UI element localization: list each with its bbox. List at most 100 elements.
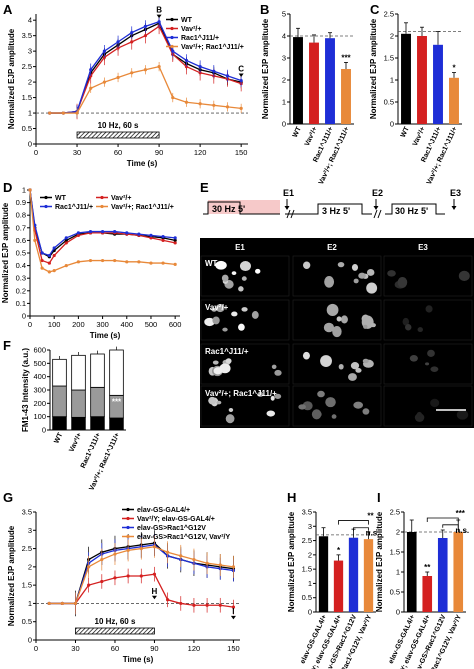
gI-bar-elav-gs-rac1-g12v	[437, 538, 448, 612]
row-label-vav-rac1-j11: Vav²/+; Rac1^J11/+	[205, 389, 277, 398]
gD-point-wt	[173, 238, 177, 242]
gH-bar-elav-gs-rac1-g12v	[348, 537, 359, 612]
gH-ytick-label: 0	[308, 608, 312, 617]
gA-legend-marker	[170, 17, 174, 22]
gA-annotation-B: B	[156, 6, 162, 15]
gA-ytick-label: 3.5	[22, 31, 32, 40]
bouton-spot	[303, 261, 311, 269]
gA-point-rac1-j11	[171, 49, 175, 53]
gG-point-elav-gs-rac1-g12v-vav-y	[126, 548, 130, 553]
gD-legend-marker	[100, 204, 104, 209]
gC-category-label: Vav²/+	[412, 126, 427, 147]
gD-point-vav-rac1-j11	[28, 188, 32, 192]
gA-point-rac1-j11	[116, 40, 120, 44]
bouton-spot	[320, 355, 332, 367]
gB-ytick-label: 5	[282, 10, 286, 19]
gG-legend-marker	[126, 525, 130, 530]
gD-point-vav-rac1-j11	[88, 258, 93, 263]
gA-ytick-label: 4	[28, 16, 32, 25]
gA-point-vav-rac1-j11	[75, 111, 79, 115]
gD-xtick-label: 500	[145, 320, 158, 329]
gF-ytick-label: 100	[33, 412, 46, 421]
gI-ytick-label: 1.5	[390, 548, 400, 557]
bouton-spot	[323, 322, 335, 333]
gG-legend-label: elav-GS-GAL4/+	[137, 507, 190, 514]
gH-significance-2: **	[367, 512, 374, 521]
gG-point-elav-gs-rac1-g12v-vav-y	[218, 563, 222, 567]
gD-xtick-label: 0	[28, 320, 32, 329]
bouton-spot	[255, 268, 261, 274]
gC-bar-wt	[401, 33, 411, 124]
gA-point-vav-rac1-j11	[171, 95, 175, 100]
gA-point-vav-rac1-j11	[184, 100, 189, 104]
gG-legend-marker	[126, 516, 130, 521]
gD-series-line-rac1-j11	[29, 189, 176, 257]
panel-label-c: C	[370, 2, 380, 17]
gA-xtick-label: 120	[194, 148, 207, 157]
column-header-E1: E1	[235, 243, 245, 252]
gB-category-label: WT	[292, 125, 303, 138]
stim-marker-arrowhead	[373, 206, 379, 210]
gC-bar-rac1-j11	[433, 44, 443, 124]
protocol-break-mark	[377, 209, 382, 219]
gD-point-rac1-j11	[113, 229, 117, 234]
gH-bar-vav-y-elav-gs-gal4	[333, 560, 344, 612]
bouton-spot	[213, 367, 223, 375]
stim-marker-arrowhead	[284, 206, 290, 210]
gD-point-vav-rac1-j11	[47, 270, 51, 274]
gI-bracket-ns	[442, 524, 459, 528]
gA-legend-label: WT	[181, 17, 193, 24]
gH-ytick-label: 2.5	[302, 536, 312, 545]
bouton-spot	[231, 311, 238, 317]
gF-bar-rac1-j11-e2	[90, 386, 105, 418]
gD-point-rac1-j11	[52, 246, 56, 250]
gG-point-elav-gs-rac1-g12v-vav-y	[47, 601, 51, 606]
bouton-spot	[430, 398, 440, 408]
gA-legend-label: Vav²/+; Rac1^J11/+	[181, 43, 244, 51]
gC-ytick-label: 2	[390, 32, 394, 41]
bouton-spot	[302, 351, 310, 360]
gC-ytick-label: 1.5	[384, 54, 394, 63]
gB-bar-wt	[293, 37, 303, 124]
bouton-spot	[338, 363, 344, 370]
gC-bar-vav	[417, 36, 427, 124]
gA-point-rac1-j11	[130, 30, 134, 35]
gD-point-vav-rac1-j11	[161, 261, 165, 265]
gA-legend-marker	[170, 44, 174, 49]
gG-xtick-label: 0	[34, 644, 38, 653]
bouton-spot	[231, 271, 237, 276]
gI-bracket	[426, 517, 459, 522]
gF-bar-rac1-j11-e1	[90, 416, 105, 431]
gD-point-rac1-j11	[40, 251, 44, 255]
gD-point-rac1-j11	[173, 236, 177, 240]
bouton-spot	[216, 400, 222, 405]
panel-label-b: B	[260, 2, 269, 17]
bouton-spot	[239, 261, 251, 272]
gF-category-label: Vav²/+	[68, 432, 83, 453]
gG-ytick-label: 2.5	[22, 544, 32, 553]
gG-ytick-label: 3.5	[22, 508, 32, 517]
gA-point-vav-rac1-j11	[225, 105, 230, 109]
bouton-spot	[228, 408, 234, 412]
protocol-break-mark	[290, 209, 295, 219]
bouton-spot	[362, 408, 370, 415]
gA-point-vav-rac1-j11	[130, 71, 134, 75]
gD-point-vav	[47, 261, 51, 265]
gD-ytick-label: 0.5	[16, 249, 26, 258]
gA-point-rac1-j11	[102, 49, 106, 53]
gD-point-vav-rac1-j11	[76, 260, 80, 264]
bouton-spot	[350, 362, 360, 370]
bouton-spot	[215, 260, 227, 270]
gI-bar-vav-y-elav-gs-gal4	[422, 576, 433, 612]
gB-bar-rac1-j11	[325, 38, 335, 125]
bouton-spot	[208, 396, 217, 405]
gD-point-vav	[40, 258, 44, 263]
gG-legend-marker	[126, 507, 130, 512]
gG-ytick-label: 1	[28, 599, 32, 608]
bouton-spot	[266, 410, 276, 417]
gD-legend-label: WT	[55, 195, 67, 202]
panel-label-f: F	[3, 338, 11, 353]
gD-point-rac1-j11	[149, 233, 153, 237]
gD-series-line-wt	[29, 189, 176, 258]
